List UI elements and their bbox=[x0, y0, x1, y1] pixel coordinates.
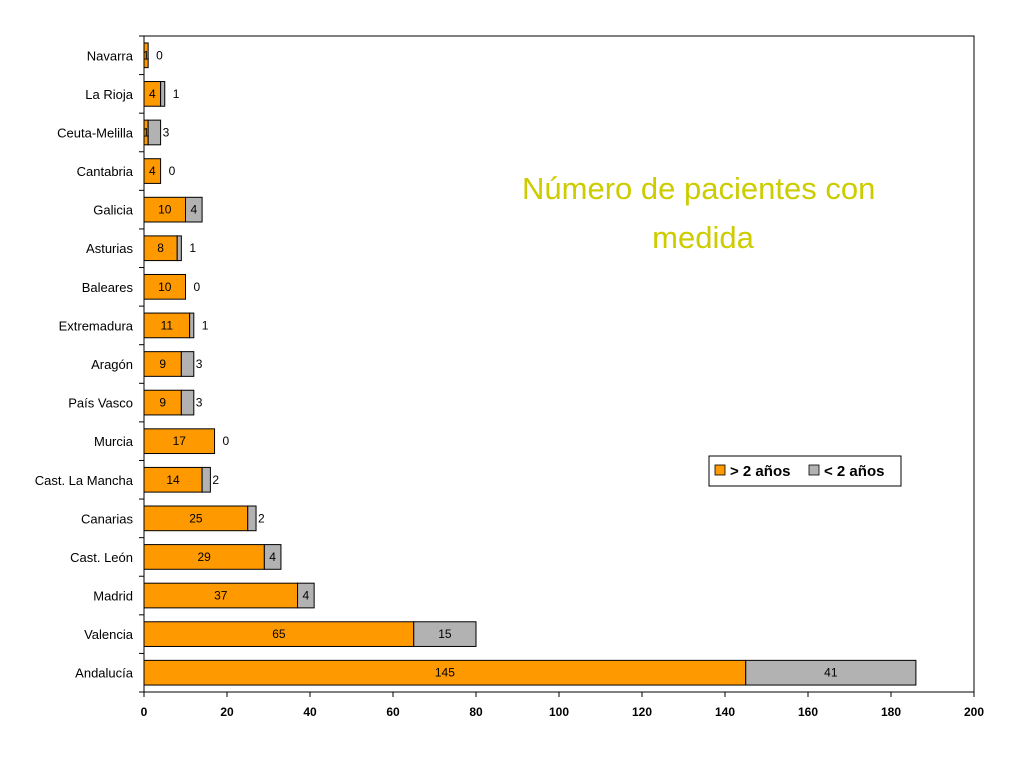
category-label-asturias: Asturias bbox=[86, 241, 133, 256]
x-tick-label: 40 bbox=[303, 705, 317, 719]
value-label-older-extremadura: 11 bbox=[161, 318, 174, 332]
bar-younger-asturias bbox=[176, 235, 182, 262]
value-label-younger-navarra: 0 bbox=[156, 48, 163, 62]
category-label-madrid: Madrid bbox=[93, 589, 133, 604]
value-label-older-la-rioja: 4 bbox=[149, 87, 156, 101]
x-tick-label: 80 bbox=[469, 705, 483, 719]
bar-older-andalucia bbox=[143, 659, 747, 686]
category-label-cast-la-mancha: Cast. La Mancha bbox=[35, 473, 134, 488]
x-tick-label: 60 bbox=[386, 705, 400, 719]
chart-title-line-2: medida bbox=[652, 220, 754, 255]
category-label-ceuta-melilla: Ceuta-Melilla bbox=[57, 125, 134, 140]
bar-younger-cast-leon bbox=[263, 544, 282, 570]
category-label-navarra: Navarra bbox=[87, 48, 134, 63]
x-tick-label: 20 bbox=[220, 705, 234, 719]
value-label-older-madrid: 37 bbox=[214, 589, 228, 603]
bar-younger-aragon bbox=[180, 351, 195, 377]
bar-younger-ceuta-melilla bbox=[147, 119, 162, 146]
value-label-younger-extremadura: 1 bbox=[202, 318, 209, 332]
bar-older-asturias bbox=[143, 235, 178, 262]
x-tick-label: 200 bbox=[964, 705, 984, 719]
value-label-older-aragon: 9 bbox=[159, 357, 166, 371]
value-label-older-cast-la-mancha: 14 bbox=[166, 473, 180, 487]
bar-younger-canarias bbox=[247, 505, 257, 532]
x-tick-label: 120 bbox=[632, 705, 652, 719]
legend-label-older: > 2 años bbox=[730, 463, 790, 480]
chart-title-line-1: Número de pacientes con bbox=[522, 171, 875, 206]
value-label-younger-madrid: 4 bbox=[303, 589, 310, 603]
value-label-younger-cast-leon: 4 bbox=[269, 550, 276, 564]
value-label-younger-aragon: 3 bbox=[196, 357, 203, 371]
bar-older-canarias bbox=[143, 505, 249, 532]
value-label-younger-galicia: 4 bbox=[190, 203, 197, 217]
value-label-younger-pais-vasco: 3 bbox=[196, 396, 203, 410]
value-label-older-cast-leon: 29 bbox=[197, 550, 211, 564]
x-tick-label: 140 bbox=[715, 705, 735, 719]
value-label-older-ceuta-melilla: 1 bbox=[143, 125, 150, 139]
value-label-older-valencia: 65 bbox=[272, 627, 286, 641]
category-label-la-rioja: La Rioja bbox=[85, 87, 133, 102]
value-label-older-canarias: 25 bbox=[189, 511, 203, 525]
category-label-andalucia: Andalucía bbox=[75, 666, 134, 681]
bars-group: 1 04 11 34 010 48 110 011 19 39 317 014 225 229 437 465… bbox=[143, 42, 917, 686]
bar-younger-valencia bbox=[413, 621, 477, 647]
value-label-older-pais-vasco: 9 bbox=[159, 396, 166, 410]
category-label-extremadura: Extremadura bbox=[59, 318, 134, 333]
bar-younger-cast-la-mancha bbox=[201, 466, 211, 493]
x-tick-label: 180 bbox=[881, 705, 901, 719]
x-tick-label: 0 bbox=[141, 705, 148, 719]
value-label-older-cantabria: 4 bbox=[149, 164, 156, 178]
bar-older-extremadura bbox=[143, 312, 191, 339]
value-label-younger-andalucia: 41 bbox=[824, 666, 838, 680]
value-label-older-asturias: 8 bbox=[157, 241, 164, 255]
value-label-younger-cast-la-mancha: 2 bbox=[212, 473, 219, 487]
bar-younger-galicia bbox=[185, 196, 203, 223]
legend-swatch-older bbox=[714, 464, 726, 476]
legend-swatch-younger bbox=[808, 464, 820, 476]
category-label-cast-leon: Cast. León bbox=[70, 550, 133, 565]
legend-label-younger: < 2 años bbox=[824, 463, 884, 480]
value-label-older-galicia: 10 bbox=[158, 203, 172, 217]
value-label-older-navarra: 1 bbox=[143, 48, 150, 62]
value-label-younger-ceuta-melilla: 3 bbox=[163, 125, 170, 139]
value-label-younger-cantabria: 0 bbox=[169, 164, 176, 178]
bar-older-cast-leon bbox=[143, 544, 265, 570]
value-label-younger-murcia: 0 bbox=[223, 434, 230, 448]
legend-box bbox=[708, 455, 902, 487]
value-label-younger-asturias: 1 bbox=[189, 241, 196, 255]
value-label-older-baleares: 10 bbox=[158, 280, 172, 294]
value-label-younger-valencia: 15 bbox=[438, 627, 452, 641]
category-label-aragon: Aragón bbox=[91, 357, 133, 372]
bar-younger-extremadura bbox=[189, 312, 195, 339]
category-label-galicia: Galicia bbox=[93, 203, 134, 218]
category-label-cantabria: Cantabria bbox=[77, 164, 134, 179]
value-label-older-murcia: 17 bbox=[173, 434, 187, 448]
value-label-younger-la-rioja: 1 bbox=[173, 87, 180, 101]
category-label-pais-vasco: País Vasco bbox=[68, 396, 133, 411]
bar-older-madrid bbox=[143, 582, 299, 609]
category-label-baleares: Baleares bbox=[82, 280, 134, 295]
bar-younger-madrid bbox=[297, 582, 315, 609]
category-label-valencia: Valencia bbox=[84, 627, 134, 642]
bar-younger-pais-vasco bbox=[180, 389, 195, 416]
value-label-older-andalucia: 145 bbox=[435, 666, 455, 680]
legend: > 2 años < 2 años bbox=[708, 455, 902, 487]
value-label-younger-canarias: 2 bbox=[258, 511, 265, 525]
bar-younger-la-rioja bbox=[160, 81, 166, 107]
chart-title: Número de pacientes con medida bbox=[522, 171, 884, 255]
category-label-murcia: Murcia bbox=[94, 434, 134, 449]
category-label-canarias: Canarias bbox=[81, 511, 134, 526]
x-tick-label: 100 bbox=[549, 705, 569, 719]
value-label-younger-baleares: 0 bbox=[194, 280, 201, 294]
bar-younger-andalucia bbox=[745, 659, 917, 686]
x-tick-label: 160 bbox=[798, 705, 818, 719]
